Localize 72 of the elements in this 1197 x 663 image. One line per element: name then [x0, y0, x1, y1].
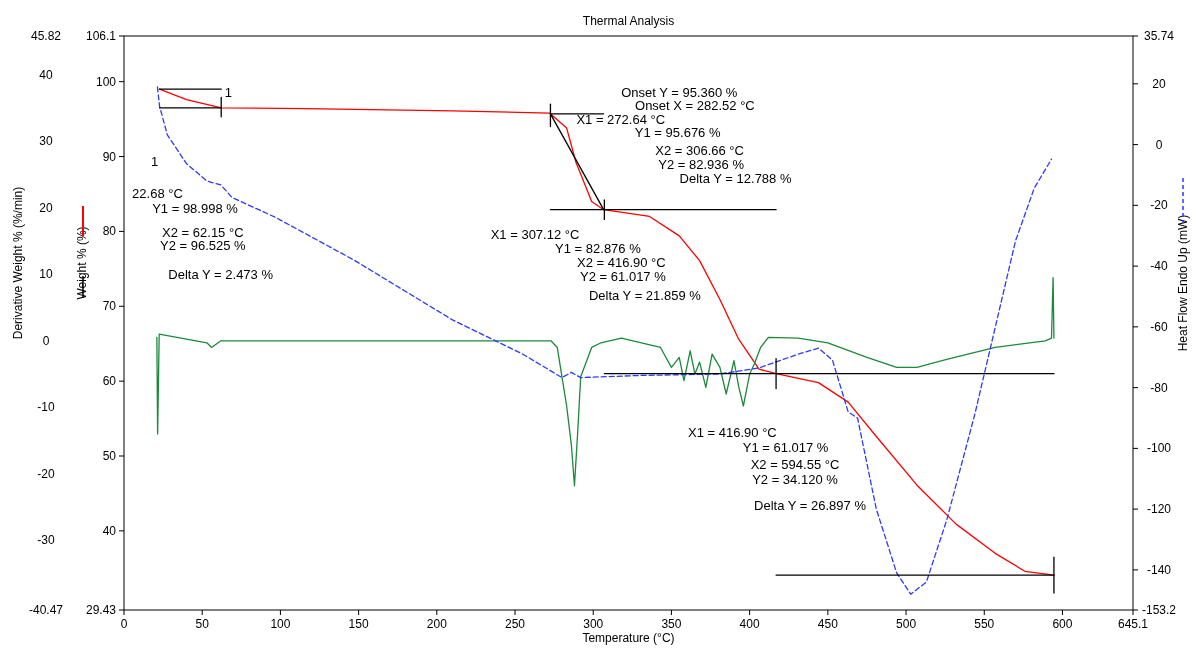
- annotation: Onset Y = 95.360 %: [621, 85, 738, 101]
- y2-tick-label: -120: [1146, 502, 1172, 517]
- x-axis-title: Temperature (°C): [582, 631, 675, 645]
- x-tick-label: 200: [426, 617, 448, 631]
- y2-tick-label: 20: [1152, 76, 1166, 91]
- annotation: Delta Y = 12.788 %: [679, 170, 792, 186]
- annotation: Delta Y = 26.897 %: [754, 497, 867, 513]
- x-tick-label: 400: [739, 617, 760, 631]
- annotation: Onset X = 282.52 °C: [635, 98, 755, 114]
- y-tick-label: 106.1: [85, 29, 117, 43]
- x-tick-label: 100: [270, 617, 291, 631]
- y2-tick-label: -100: [1146, 441, 1172, 456]
- annotation: Y1 = 95.676 %: [634, 125, 721, 141]
- annotation: Y2 = 82.936 %: [658, 156, 745, 172]
- y-tick-label: 40: [102, 523, 117, 538]
- x-tick-label: 150: [348, 617, 369, 631]
- annotation: Y1 = 98.998 %: [152, 201, 239, 217]
- annotation: Delta Y = 21.859 %: [588, 288, 702, 304]
- annotation: X1 = 272.64 °C: [576, 111, 666, 127]
- y3-tick-label: 40: [39, 67, 53, 82]
- y-tick-label: 70: [102, 299, 117, 314]
- y2-tick-label: -40: [1150, 259, 1168, 274]
- x-tick-label: 450: [817, 617, 839, 631]
- x-tick-label: 600: [1052, 617, 1073, 631]
- x-tick-label: 250: [505, 617, 526, 631]
- y3-tick-label: 10: [39, 267, 53, 282]
- y3-tick-label: -10: [37, 400, 55, 415]
- y-tick-label: 100: [95, 74, 117, 89]
- y3-tick-label: -40.47: [28, 603, 64, 617]
- annotation: 22.68 °C: [132, 186, 183, 202]
- y3-axis-title: Derivative Weight % (%/min): [11, 186, 25, 340]
- y2-tick-label: -20: [1150, 198, 1168, 213]
- y2-tick-label: -80: [1150, 380, 1168, 395]
- x-tick-label: 350: [661, 617, 682, 631]
- y-tick-label: 60: [102, 374, 117, 389]
- y3-tick-label: -20: [37, 466, 55, 481]
- annotation: Y2 = 61.017 %: [580, 268, 667, 284]
- x-tick-label: 50: [195, 617, 210, 631]
- annotation: X1 = 416.90 °C: [688, 425, 777, 441]
- x-tick-label: 550: [974, 617, 995, 631]
- annotation: Y1 = 61.017 %: [742, 440, 829, 456]
- annotation: Y1 = 82.876 %: [555, 241, 642, 257]
- annotation: 1: [224, 85, 233, 101]
- annotation: X2 = 594.55 °C: [750, 457, 840, 473]
- y3-tick-label: -30: [37, 533, 55, 548]
- y-tick-label: 29.43: [85, 603, 117, 617]
- annotation: X2 = 416.90 °C: [577, 254, 666, 270]
- x-tick-label: 300: [583, 617, 604, 631]
- annotation: X2 = 62.15 °C: [162, 225, 244, 241]
- y-tick-label: 90: [102, 149, 117, 164]
- chart-title: Thermal Analysis: [582, 14, 675, 28]
- annotation: Y2 = 96.525 %: [160, 238, 247, 254]
- annotation: Y2 = 34.120 %: [752, 472, 839, 488]
- annotation: Delta Y = 2.473 %: [168, 267, 274, 283]
- x-tick-label: 500: [896, 617, 917, 631]
- y-tick-label: 80: [102, 224, 117, 239]
- annotation: X1 = 307.12 °C: [490, 226, 580, 242]
- y2-tick-label: -60: [1150, 319, 1168, 334]
- y2-tick-label: 35.74: [1143, 29, 1175, 43]
- y3-tick-label: 45.82: [30, 29, 62, 43]
- x-tick-label: 645.1: [1117, 617, 1149, 631]
- annotation: 1: [150, 153, 159, 169]
- y2-tick-label: 0: [1155, 137, 1163, 152]
- y2-tick-label: -153.2: [1141, 603, 1177, 617]
- y3-tick-label: 30: [39, 134, 53, 149]
- y3-tick-label: 0: [42, 333, 50, 348]
- y-tick-label: 50: [102, 449, 117, 463]
- x-tick-label: 0: [120, 617, 128, 631]
- annotation: X2 = 306.66 °C: [655, 143, 744, 159]
- y3-tick-label: 20: [39, 200, 53, 215]
- y2-axis-title: Heat Flow Endo Up (mW): [1176, 214, 1190, 352]
- y2-tick-label: -140: [1146, 562, 1172, 577]
